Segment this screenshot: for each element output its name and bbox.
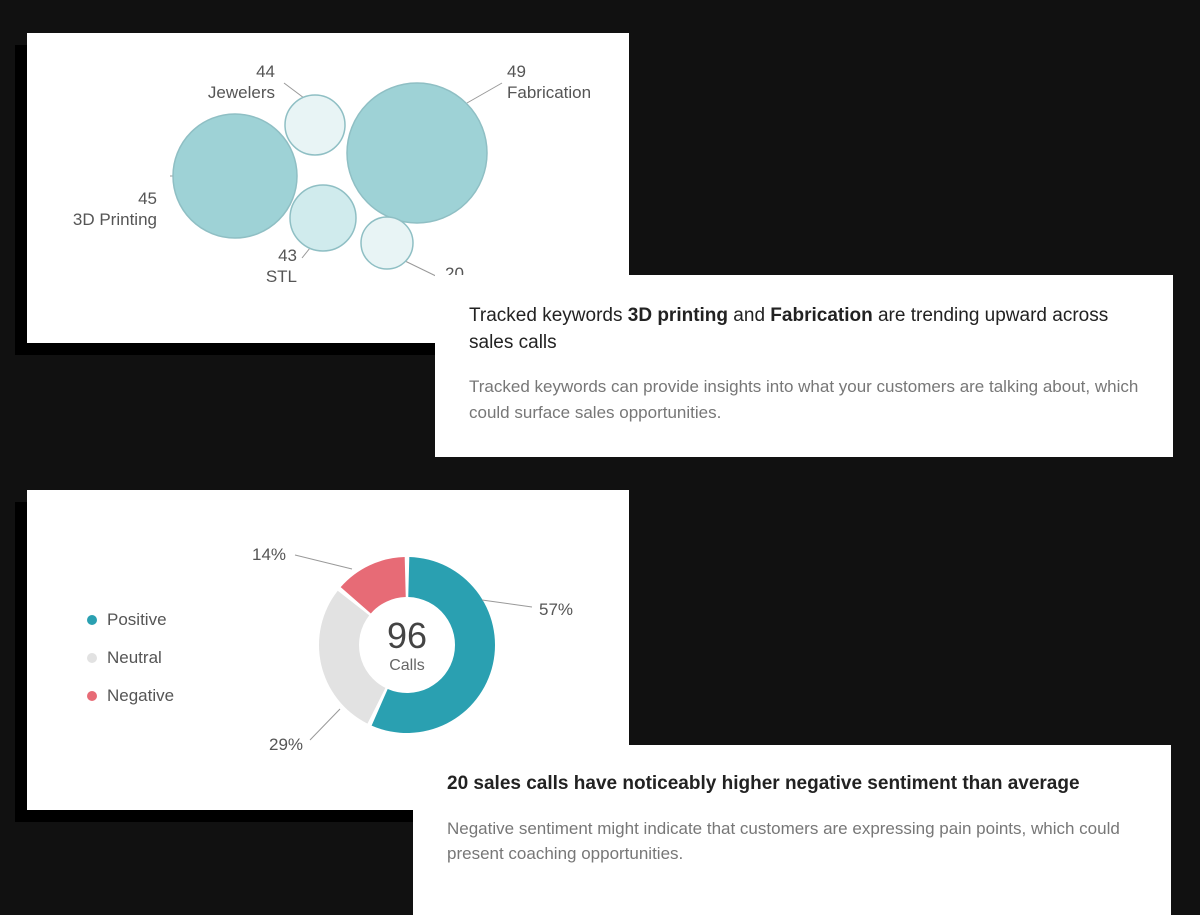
insight-title: Tracked keywords 3D printing and Fabrica…: [469, 303, 1139, 356]
insight-body: Tracked keywords can provide insights in…: [469, 374, 1139, 425]
pct-label-neutral: 29%: [269, 735, 303, 755]
pct-label-positive: 57%: [539, 600, 573, 620]
bubble-label-jewelers: 44Jewelers: [208, 61, 275, 104]
insight-body: Negative sentiment might indicate that c…: [447, 816, 1137, 867]
bubble-label-stl: 43STL: [266, 245, 297, 288]
kw1: 3D printing: [628, 305, 728, 326]
t: Tracked keywords: [469, 305, 628, 326]
bubble-label-printing3d: 453D Printing: [73, 188, 157, 231]
kw2: Fabrication: [770, 305, 872, 326]
calls-label: Calls: [357, 657, 457, 675]
t: and: [728, 305, 770, 326]
calls-count: 96: [357, 615, 457, 657]
insight-title: 20 sales calls have noticeably higher ne…: [447, 771, 1137, 798]
insight-card-sentiment: 20 sales calls have noticeably higher ne…: [413, 745, 1171, 915]
pct-label-negative: 14%: [252, 545, 286, 565]
bubble-label-fabrication: 49Fabrication: [507, 61, 591, 104]
insight-card-keywords: Tracked keywords 3D printing and Fabrica…: [435, 275, 1173, 457]
donut-center: 96 Calls: [357, 615, 457, 675]
